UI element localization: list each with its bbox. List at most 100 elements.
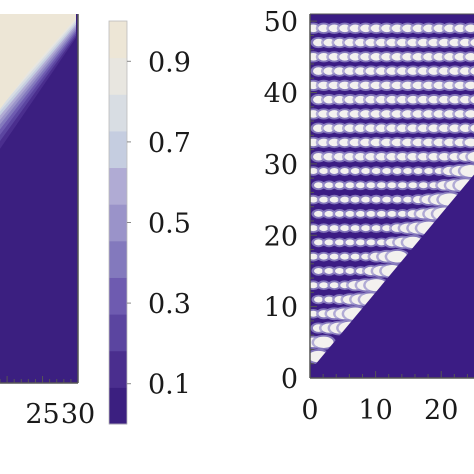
blob	[444, 138, 456, 147]
blob	[387, 210, 397, 217]
blob	[407, 152, 419, 161]
left-heatmap-panel: 25 30	[0, 14, 95, 430]
blob	[387, 182, 397, 189]
blob	[423, 110, 435, 118]
blob	[377, 182, 387, 189]
blob	[344, 38, 356, 47]
blob	[323, 152, 335, 161]
blob	[356, 239, 366, 246]
blob	[329, 196, 339, 203]
blob	[423, 24, 435, 33]
blob	[328, 24, 340, 33]
blob	[355, 38, 367, 47]
blob	[334, 124, 346, 132]
right-heatmap-panel: 0 10 20 30 40 50 0 10 20	[264, 7, 474, 426]
blob	[438, 95, 450, 104]
blob	[335, 239, 345, 246]
blob	[402, 81, 414, 90]
blob	[344, 67, 356, 75]
blob	[444, 24, 456, 33]
blob	[392, 168, 402, 175]
blob	[319, 253, 329, 260]
blob	[444, 81, 456, 90]
right-y-tick-label: 40	[264, 79, 298, 110]
blob	[465, 81, 474, 90]
blob	[318, 24, 330, 33]
blob	[396, 38, 408, 47]
blob	[324, 296, 334, 303]
colorbar-swatch	[109, 387, 127, 425]
blob	[334, 152, 346, 161]
blob	[397, 182, 407, 189]
blob	[355, 124, 367, 132]
blob	[412, 81, 424, 90]
blob	[334, 67, 346, 75]
blob	[349, 138, 361, 147]
blob	[323, 95, 335, 104]
blob	[387, 250, 408, 263]
blob	[335, 267, 345, 274]
blob	[329, 253, 339, 260]
colorbar-swatch	[109, 21, 127, 59]
left-x-tick-label: 25	[25, 399, 59, 430]
blob	[470, 96, 474, 104]
colorbar-swatch	[109, 94, 127, 132]
blob	[407, 124, 419, 132]
blob	[391, 110, 403, 118]
blob	[370, 24, 382, 33]
blob	[417, 152, 429, 161]
colorbar-tick-label: 0.5	[148, 209, 191, 240]
blob	[360, 110, 372, 118]
blob	[345, 182, 355, 189]
blob	[402, 24, 414, 33]
blob	[392, 196, 402, 203]
blob	[318, 53, 330, 61]
blob	[349, 110, 361, 118]
blob	[329, 282, 339, 289]
blob	[334, 38, 346, 47]
blob	[371, 168, 381, 175]
blob	[381, 24, 393, 33]
right-plot-area	[310, 14, 474, 378]
blob	[361, 168, 371, 175]
colorbar-swatch	[109, 57, 127, 95]
blob	[376, 38, 388, 47]
blob	[340, 225, 350, 232]
blob	[407, 67, 419, 75]
blob	[366, 182, 376, 189]
blob	[459, 95, 471, 104]
blob	[391, 81, 403, 90]
blob	[402, 53, 414, 61]
colorbar-tick-label: 0.9	[148, 47, 191, 78]
blob	[417, 124, 429, 132]
blob	[319, 168, 329, 175]
blob	[314, 296, 324, 303]
blob	[355, 67, 367, 75]
blob	[360, 81, 372, 90]
blob	[444, 110, 456, 118]
blob	[464, 138, 474, 147]
colorbar-swatch	[109, 240, 127, 278]
blob	[465, 110, 474, 118]
blob	[355, 95, 367, 104]
blob	[314, 239, 324, 246]
blob	[386, 67, 398, 75]
blob	[314, 336, 334, 348]
blob	[454, 81, 466, 90]
blob	[310, 196, 318, 203]
blob	[318, 81, 330, 90]
blob	[350, 196, 360, 203]
blob	[391, 53, 403, 61]
blob	[356, 182, 366, 189]
blob	[350, 253, 360, 260]
blob	[433, 110, 445, 118]
blob	[433, 53, 445, 61]
blob	[396, 95, 408, 104]
blob	[407, 38, 419, 47]
blob	[366, 210, 376, 217]
blob	[412, 110, 424, 118]
blob	[370, 138, 382, 147]
blob	[402, 138, 414, 147]
blob	[454, 24, 466, 33]
